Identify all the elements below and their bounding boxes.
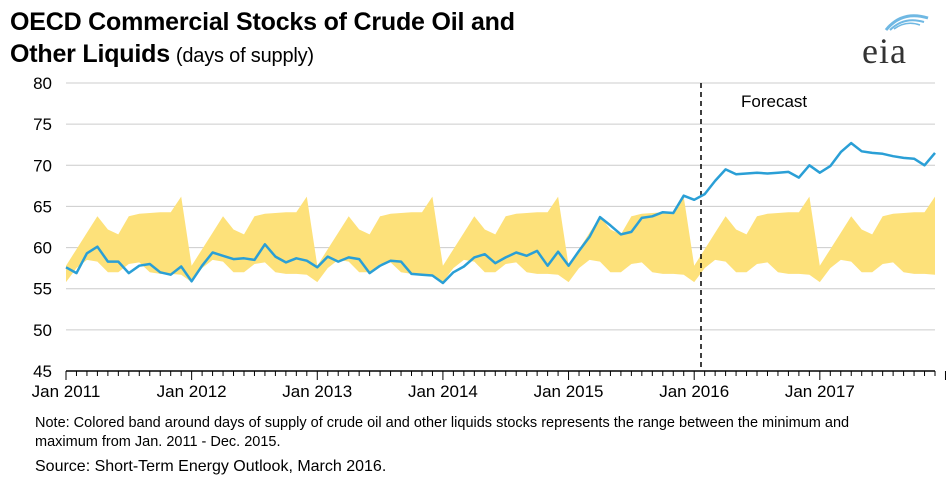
- line-chart: 45 50 55 60 65 70 75 80 Jan 2011 Jan 2012 Jan 2013…: [32, 74, 946, 401]
- chart-source: Source: Short-Term Energy Outlook, March…: [35, 458, 387, 475]
- title-line-2: Other Liquids (days of supply): [10, 38, 515, 72]
- x-tick-label: Jan 2014: [408, 382, 478, 401]
- title-line-1: OECD Commercial Stocks of Crude Oil and: [10, 8, 515, 36]
- y-tick-label: 50: [33, 321, 52, 340]
- eia-logo: eia: [858, 8, 940, 71]
- x-tick-label: Jan 2012: [157, 382, 227, 401]
- chart-title: OECD Commercial Stocks of Crude Oil and …: [10, 6, 515, 72]
- x-tick-label: Jan 2013: [282, 382, 352, 401]
- chart-note: Note: Colored band around days of supply…: [35, 415, 850, 450]
- y-tick-label: 45: [33, 362, 52, 381]
- forecast-label: Forecast: [741, 92, 807, 111]
- y-tick-label: 65: [33, 197, 52, 216]
- x-tick-label: Jan 2011: [32, 382, 101, 401]
- y-tick-label: 70: [33, 156, 52, 175]
- logo-text: eia: [862, 31, 907, 71]
- y-tick-label: 60: [33, 239, 52, 258]
- title-line-2-text: Other Liquids: [10, 40, 170, 68]
- logo-arc-icon: [884, 14, 929, 31]
- chart-subtitle: (days of supply): [175, 45, 314, 67]
- x-tick-label: Jan 2016: [659, 382, 729, 401]
- days-of-supply-line: [65, 141, 936, 285]
- x-tick-label: Jan 2015: [534, 382, 604, 401]
- y-tick-label: 80: [33, 74, 52, 93]
- y-tick-label: 75: [33, 115, 52, 134]
- x-tick-label: Jan 2017: [785, 382, 855, 401]
- y-tick-label: 55: [33, 280, 52, 299]
- min-max-range-band: [66, 196, 935, 283]
